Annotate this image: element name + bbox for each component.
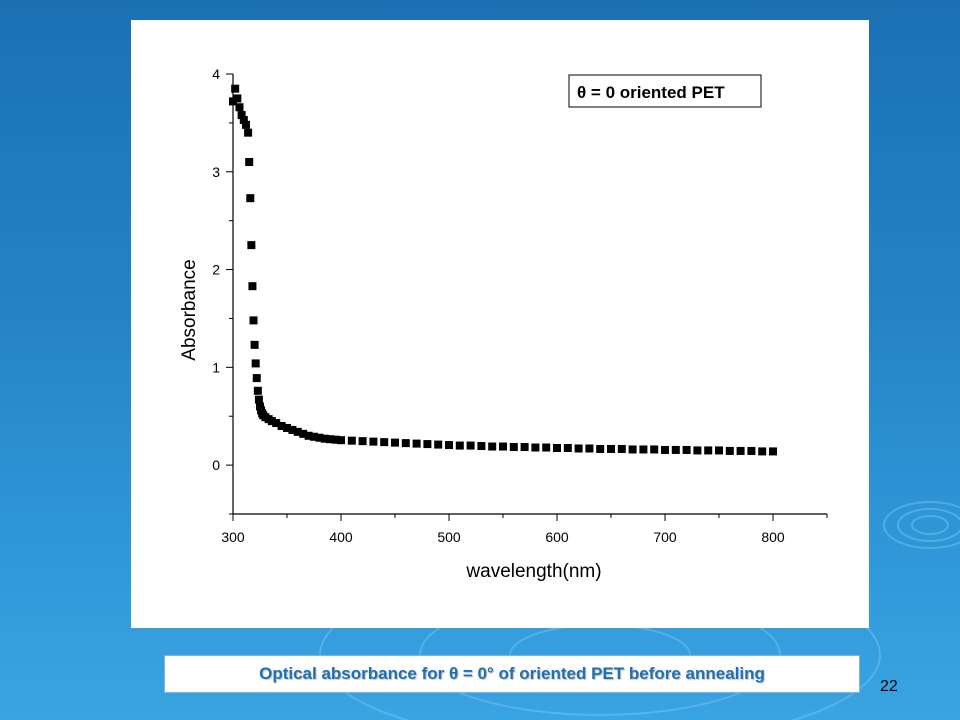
x-tick-label: 300	[221, 529, 245, 545]
data-point	[326, 435, 335, 444]
y-tick-label: 3	[212, 164, 220, 180]
data-point	[758, 447, 767, 456]
data-point	[283, 423, 291, 432]
data-point	[769, 447, 777, 456]
data-point	[310, 432, 318, 441]
y-tick-label: 1	[212, 359, 220, 375]
legend-entry: θ = 0 oriented PET	[577, 83, 725, 102]
data-point	[331, 435, 340, 444]
data-point	[253, 386, 262, 395]
slide-number: 22	[880, 678, 898, 695]
data-point	[499, 442, 507, 451]
y-tick-label: 4	[212, 66, 220, 82]
data-point	[704, 446, 713, 455]
data-point	[423, 440, 432, 449]
data-point	[293, 427, 302, 436]
x-tick-label: 500	[437, 529, 461, 545]
data-point	[235, 103, 244, 112]
data-point	[617, 444, 626, 453]
data-point	[229, 97, 237, 106]
data-point	[358, 437, 367, 446]
data-point	[650, 445, 659, 454]
data-point	[466, 441, 475, 450]
data-point	[337, 436, 345, 445]
data-point	[661, 445, 669, 454]
data-point	[244, 128, 253, 137]
tick-marks	[226, 73, 828, 521]
x-axis-label: wavelength(nm)	[465, 561, 601, 582]
data-point	[477, 442, 486, 451]
data-point	[401, 439, 410, 448]
data-point	[607, 444, 615, 453]
data-point	[715, 446, 723, 455]
data-point	[671, 445, 680, 454]
y-tick-label: 2	[212, 262, 220, 278]
x-tick-label: 800	[761, 529, 785, 545]
data-point	[488, 442, 497, 451]
data-point	[272, 419, 281, 428]
data-point	[585, 444, 594, 453]
data-point	[520, 443, 529, 452]
data-point	[412, 439, 421, 448]
data-point	[639, 445, 648, 454]
data-point	[237, 111, 246, 120]
data-point	[509, 443, 518, 452]
slide-caption: Optical absorbance for θ = 0° of oriente…	[259, 664, 765, 683]
y-axis-label: Absorbance	[179, 259, 200, 360]
data-point	[249, 316, 258, 325]
data-point	[574, 444, 583, 453]
data-point	[304, 431, 313, 440]
data-point	[542, 443, 551, 452]
caption-box: Optical absorbance for θ = 0° of oriente…	[164, 655, 860, 693]
data-point	[682, 445, 691, 454]
data-point	[553, 444, 561, 452]
data-point	[563, 444, 572, 452]
data-point	[277, 422, 286, 430]
data-point	[747, 446, 756, 455]
data-point	[248, 282, 257, 291]
data-point	[299, 429, 308, 438]
data-point	[628, 445, 637, 454]
data-point	[380, 438, 389, 447]
data-point	[445, 441, 453, 450]
tick-labels: 300 400 500 600 700 800 0 1 2 3 4	[212, 66, 785, 545]
data-points	[229, 84, 777, 456]
data-point	[252, 374, 261, 383]
data-point	[246, 194, 255, 203]
x-tick-label: 700	[653, 529, 677, 545]
data-point	[531, 443, 540, 452]
data-point	[239, 115, 248, 124]
data-point	[241, 120, 250, 129]
x-tick-label: 400	[329, 529, 353, 545]
x-tick-label: 600	[545, 529, 569, 545]
data-point	[347, 436, 356, 445]
data-point	[693, 446, 702, 455]
data-point	[596, 444, 605, 453]
data-point	[288, 425, 297, 434]
data-point	[369, 437, 378, 446]
data-point	[725, 446, 734, 455]
data-point	[736, 446, 745, 455]
data-point	[231, 84, 240, 93]
y-tick-label: 0	[212, 457, 220, 473]
data-point	[250, 340, 259, 349]
absorbance-chart: 300 400 500 600 700 800 0 1 2 3 4 wavelength(nm) A…	[179, 66, 828, 582]
data-point	[320, 434, 329, 443]
data-point	[251, 359, 260, 368]
axes	[232, 74, 827, 515]
data-point	[315, 433, 324, 442]
data-point	[245, 158, 254, 166]
data-point	[455, 441, 464, 450]
data-point	[254, 395, 263, 404]
data-point	[434, 440, 443, 449]
legend: θ = 0 oriented PET	[568, 74, 762, 108]
data-point	[391, 438, 399, 447]
chart-panel: 300 400 500 600 700 800 0 1 2 3 4 wavelength(nm) A…	[131, 20, 869, 628]
data-point	[267, 417, 276, 426]
legend-box	[568, 74, 762, 108]
data-point	[233, 94, 242, 103]
data-point	[247, 241, 256, 250]
